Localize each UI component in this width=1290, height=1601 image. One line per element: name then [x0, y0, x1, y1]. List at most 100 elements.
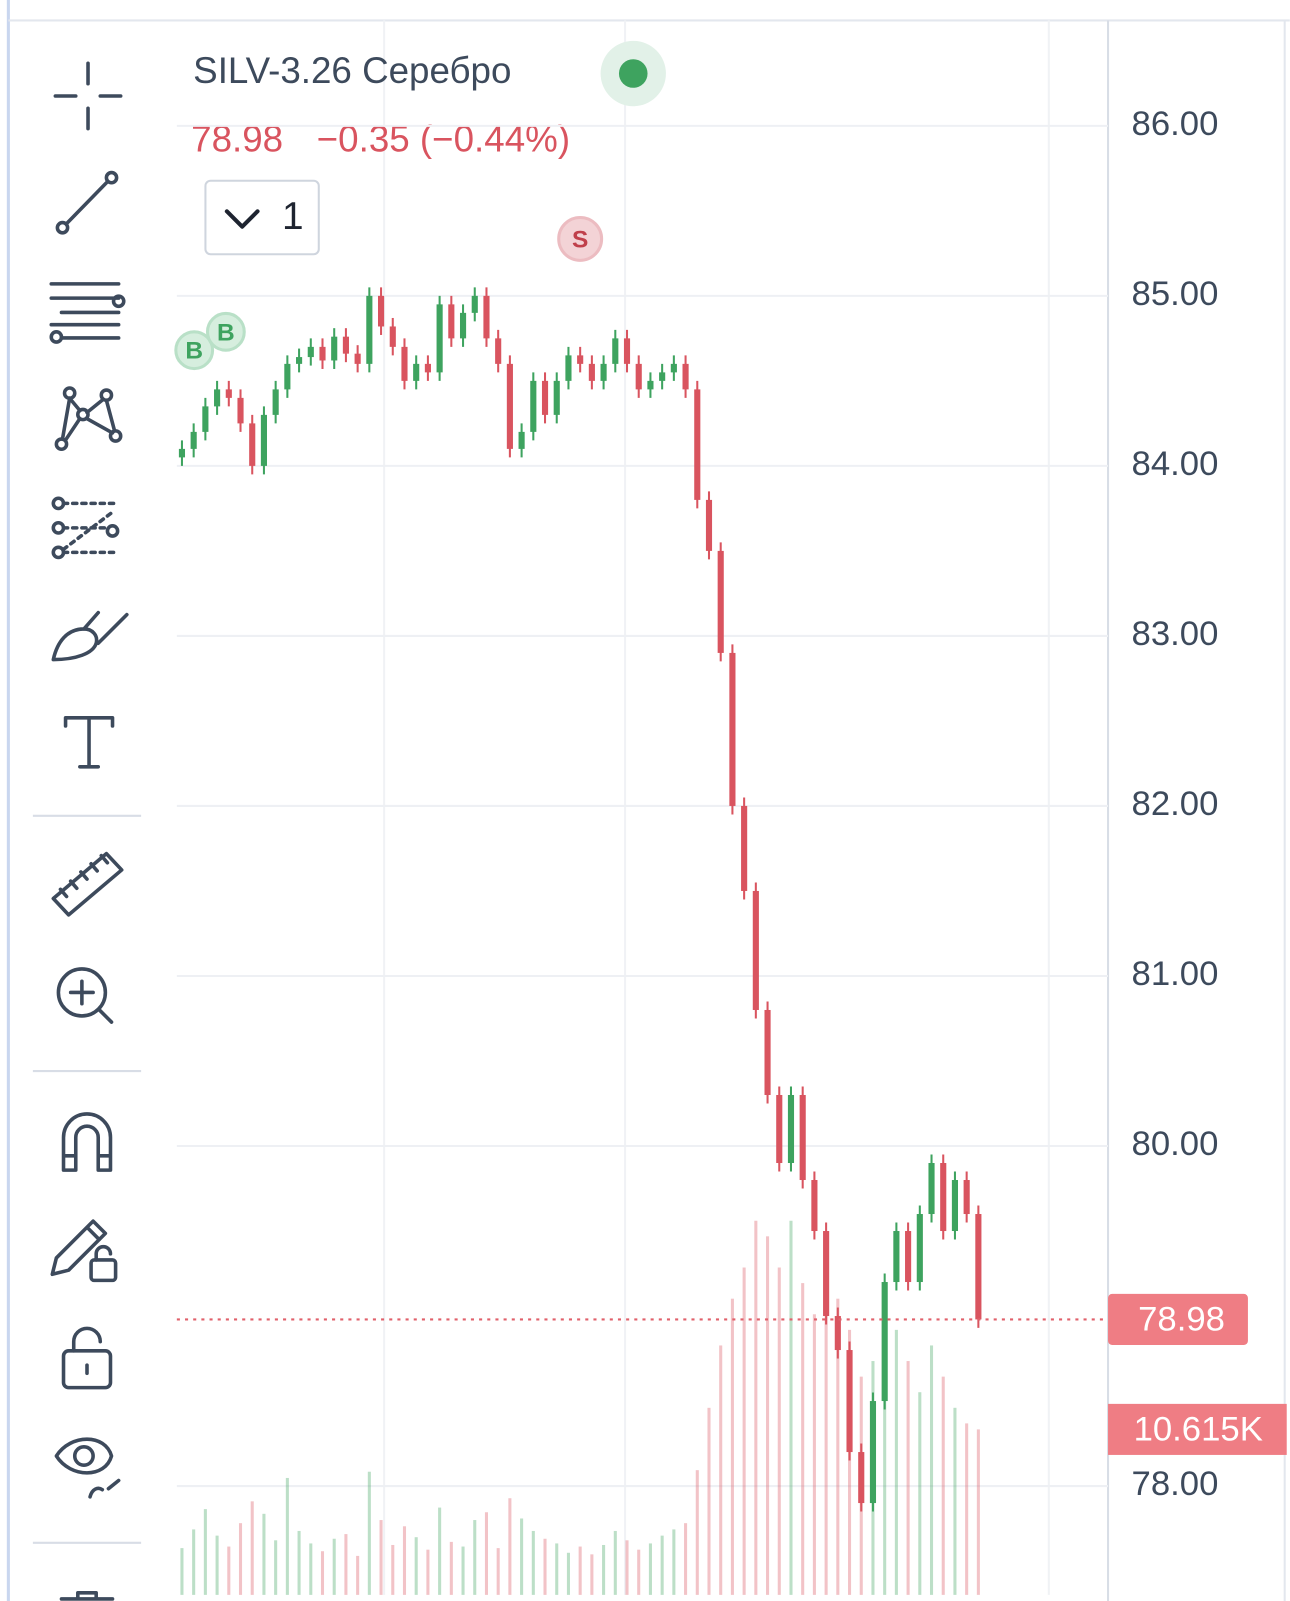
last-price-tag-label: 78.98 [1138, 1301, 1225, 1339]
candle-body [811, 1180, 818, 1232]
volume-bar [848, 1329, 852, 1595]
trash-tool[interactable] [59, 1591, 115, 1601]
candle-body [541, 380, 549, 415]
lock-tool[interactable] [61, 1326, 113, 1390]
lock-drawings-tool[interactable] [50, 1219, 118, 1283]
candle-body [495, 338, 502, 364]
status-dot [618, 59, 648, 88]
candle-body [249, 423, 256, 466]
volume-bar [566, 1552, 570, 1595]
volume-bar [227, 1546, 231, 1595]
y-tick-label: 82.00 [1132, 785, 1219, 823]
volume-bar [508, 1498, 512, 1595]
candle-body [705, 499, 713, 551]
volume-bar [602, 1544, 606, 1595]
volume-bar [461, 1546, 465, 1595]
volume-bar [929, 1345, 934, 1595]
volume-bar [332, 1538, 336, 1595]
text-tool[interactable] [63, 716, 115, 769]
volume-bar [742, 1267, 746, 1595]
volume-bar [309, 1543, 313, 1595]
volume-bar [766, 1236, 770, 1595]
candle-body [588, 363, 595, 381]
candle-body [729, 652, 736, 806]
volume-bar [215, 1535, 219, 1595]
candle-body [951, 1180, 959, 1232]
volume-bar [695, 1470, 699, 1595]
hide-tool[interactable] [54, 1437, 121, 1499]
candle-body [272, 389, 279, 415]
candle-body [682, 363, 689, 390]
volume-bar [672, 1529, 676, 1595]
y-tick-label: 83.00 [1132, 615, 1219, 653]
candle-body [530, 380, 537, 432]
trend-line-tool[interactable] [55, 170, 119, 235]
volume-bar [356, 1555, 360, 1595]
horizontal-lines-tool[interactable] [49, 282, 126, 344]
volume-bar [367, 1471, 371, 1595]
volume-bar [918, 1392, 922, 1595]
volume-bar [414, 1537, 418, 1595]
y-tick-label: 85.00 [1132, 275, 1219, 313]
fib-tool[interactable] [51, 496, 120, 560]
ruler-tool[interactable] [51, 851, 124, 917]
candle-body [893, 1231, 900, 1283]
candle-body [284, 363, 291, 390]
volume-bar [438, 1507, 442, 1595]
volume-bar [203, 1509, 207, 1595]
candle-body [928, 1163, 935, 1215]
candle-body [190, 431, 197, 449]
buy-marker [174, 330, 215, 371]
volume-bar [192, 1529, 196, 1595]
candle-body [389, 326, 396, 347]
volume-bar [812, 1314, 816, 1595]
volume-bar [578, 1546, 582, 1595]
candle-body [202, 406, 209, 432]
crosshair-tool[interactable] [53, 61, 123, 131]
candle-body [354, 353, 361, 364]
candle-body [752, 890, 759, 1010]
pattern-tool[interactable] [54, 386, 123, 452]
candle-body [237, 397, 244, 424]
volume-bar [555, 1543, 559, 1595]
volume-bar [285, 1477, 289, 1595]
dropdown-box[interactable] [204, 179, 320, 256]
sell-marker-label: S [572, 226, 588, 253]
candle-body [975, 1214, 982, 1320]
candle-body [506, 363, 513, 449]
candle-body [553, 380, 560, 415]
volume-bar [836, 1298, 840, 1595]
volume-bar [730, 1298, 734, 1595]
candle-body [225, 389, 232, 398]
chevron [224, 209, 260, 229]
volume-bar [801, 1283, 805, 1595]
candle-body [366, 295, 373, 364]
candle-body [600, 363, 607, 381]
magnet-tool[interactable] [61, 1112, 113, 1172]
volume-bar [941, 1376, 945, 1595]
candle-body [471, 295, 478, 313]
volume-bar [883, 1345, 887, 1595]
volume-bar [707, 1407, 711, 1595]
zoom-tool[interactable] [56, 967, 114, 1024]
last-volume-tag [1108, 1403, 1287, 1455]
candle-body [776, 1094, 783, 1164]
candle-body [319, 346, 326, 361]
interval-dropdown[interactable]: 1 [204, 179, 320, 256]
candle-body [823, 1231, 830, 1317]
volume-bar [754, 1220, 758, 1595]
candle-body [307, 346, 314, 358]
candle-body [260, 414, 268, 466]
brush-tool[interactable] [51, 610, 129, 662]
volume-bar [402, 1526, 407, 1595]
candle-body [565, 355, 572, 381]
candle-body [916, 1214, 923, 1283]
volume-bar [297, 1530, 301, 1595]
candle-body [741, 805, 748, 891]
candle-body [577, 355, 584, 364]
candle-body [424, 363, 431, 373]
candle-body [799, 1094, 806, 1181]
candle-body [858, 1452, 865, 1504]
candle-body [905, 1231, 912, 1283]
